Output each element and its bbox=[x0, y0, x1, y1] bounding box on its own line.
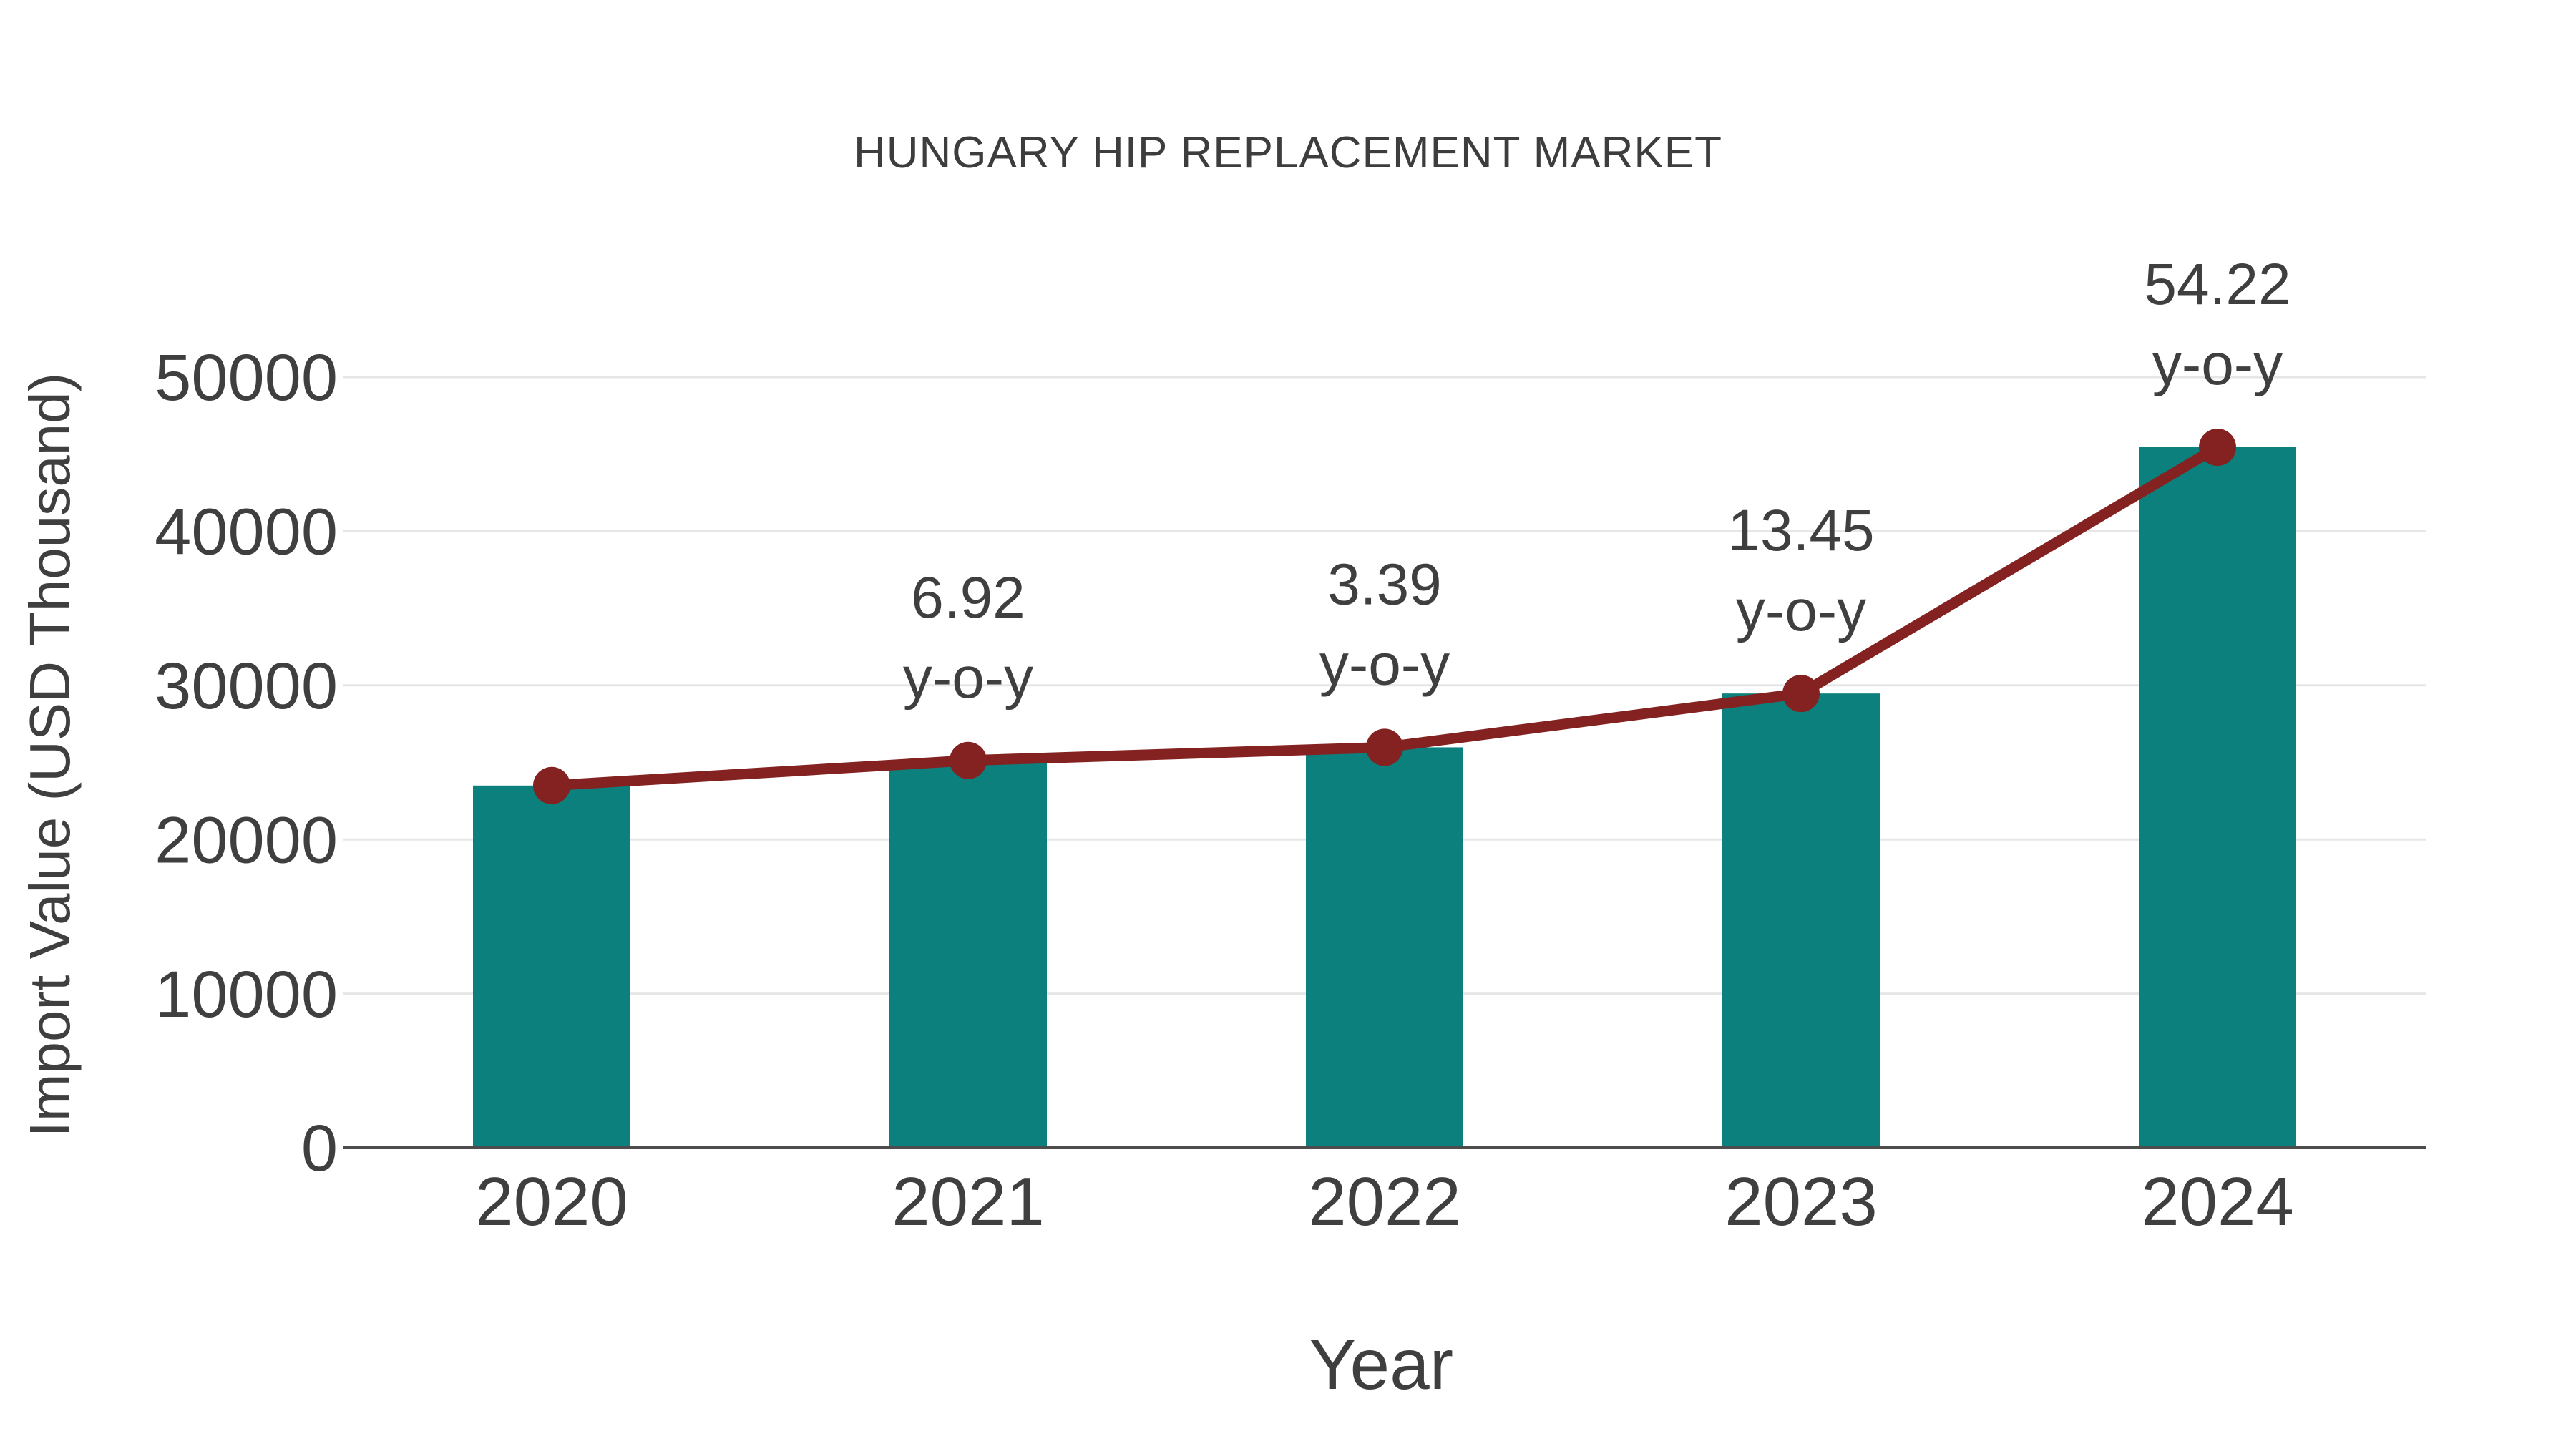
bar bbox=[1306, 747, 1463, 1148]
y-tick-label: 10000 bbox=[155, 958, 338, 1031]
x-tick-label: 2024 bbox=[2141, 1163, 2294, 1240]
bar bbox=[2139, 447, 2296, 1148]
yoy-annotation-value: 54.22 bbox=[2144, 252, 2290, 317]
chart-title: HUNGARY HIP REPLACEMENT MARKET bbox=[853, 128, 1723, 177]
yoy-annotation-value: 3.39 bbox=[1327, 552, 1442, 617]
data-point-marker bbox=[1782, 675, 1820, 713]
x-tick-label: 2022 bbox=[1308, 1163, 1461, 1240]
y-tick-label: 40000 bbox=[155, 496, 338, 569]
yoy-annotation-suffix: y-o-y bbox=[1736, 578, 1866, 643]
y-tick-label: 30000 bbox=[155, 650, 338, 723]
y-tick-label: 0 bbox=[301, 1112, 338, 1185]
yoy-annotation-suffix: y-o-y bbox=[1319, 632, 1450, 697]
data-point-marker bbox=[1366, 728, 1403, 766]
data-point-marker bbox=[533, 766, 570, 804]
data-point-marker bbox=[2199, 428, 2236, 466]
x-tick-label: 2020 bbox=[475, 1163, 628, 1240]
bar bbox=[1722, 693, 1880, 1148]
yoy-annotation-suffix: y-o-y bbox=[2152, 332, 2283, 397]
x-tick-label: 2023 bbox=[1724, 1163, 1878, 1240]
y-tick-label: 20000 bbox=[155, 804, 338, 877]
yoy-annotation-value: 6.92 bbox=[911, 565, 1025, 630]
bar bbox=[889, 760, 1047, 1148]
y-tick-label: 50000 bbox=[155, 341, 338, 414]
x-axis-title: Year bbox=[1308, 1324, 1454, 1405]
bar bbox=[473, 785, 630, 1148]
yoy-annotation-suffix: y-o-y bbox=[903, 645, 1033, 711]
yoy-annotation-value: 13.45 bbox=[1727, 498, 1874, 563]
data-point-marker bbox=[950, 741, 987, 779]
x-tick-label: 2021 bbox=[892, 1163, 1045, 1240]
